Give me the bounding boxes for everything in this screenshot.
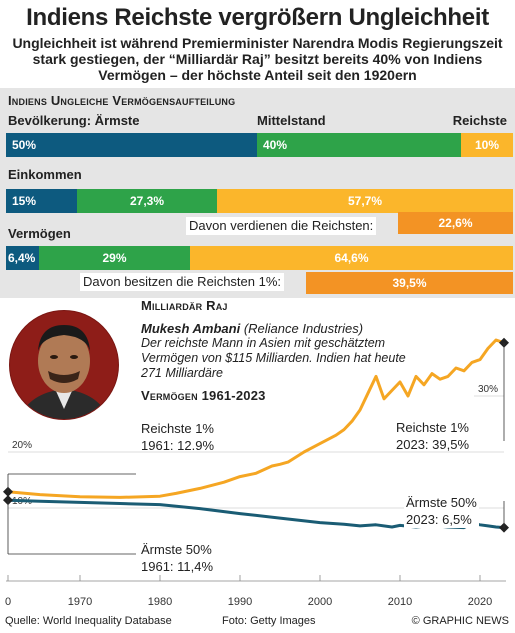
ambani-portrait (9, 310, 119, 420)
chart-svg: 30%20%10%0 1970 1980 1990 2000 2010 2020 (3, 337, 509, 608)
wealth-top-bar: 39,5% (306, 272, 513, 294)
wealth-label: Vermögen (8, 226, 71, 241)
x-tick-label: 1990 (228, 596, 252, 608)
y-tick-label: 20% (12, 440, 32, 451)
x-tick-label: 1970 (68, 596, 92, 608)
income-bar-middle: 27,3% (77, 189, 217, 213)
x-tick-label: 1980 (148, 596, 172, 608)
page-subtitle: Ungleichheit ist während Premierminister… (12, 35, 503, 83)
rich-end-label-name: Reichste 1% (396, 420, 469, 435)
billionaire-section-title: Milliardär Raj (141, 298, 228, 313)
income-bar-rich: 57,7% (217, 189, 513, 213)
income-label: Einkommen (8, 167, 82, 182)
billionaire-name: Mukesh Ambani (141, 321, 241, 336)
y-tick-label: 30% (478, 384, 498, 395)
poor-end-label-name: Ärmste 50% (406, 495, 477, 510)
income-top-note: Davon verdienen die Reichsten: (186, 217, 377, 235)
rich-start-label-value: 1961: 12.9% (141, 438, 215, 453)
page-title: Indiens Reichste vergrößern Ungleichheit (26, 4, 489, 31)
population-bar-rich: 10% (461, 133, 513, 157)
billionaire-description: Der reichste Mann in Asien mit geschätzt… (141, 336, 406, 380)
group-label-middle: Mittelstand (257, 113, 326, 128)
wealth-top-note: Davon besitzen die Reichsten 1%: (80, 273, 285, 291)
wealth-bar-poor: 6,4% (6, 246, 39, 270)
group-label-rich: Reichste (452, 113, 507, 128)
rich-start-label: Reichste 1% 1961: 12.9% (141, 420, 214, 454)
poor-start-label-value: 1961: 11,4% (141, 559, 214, 574)
x-tick-label: 2020 (468, 596, 492, 608)
poor-end-label-value: 2023: 6,5% (406, 512, 472, 527)
wealth-bar-rich: 64,6% (190, 246, 513, 270)
income-bar-poor: 15% (6, 189, 77, 213)
x-tick-label: 0 (5, 596, 11, 608)
rich-end-label: Reichste 1% 2023: 39,5% (396, 419, 469, 453)
source-text: Quelle: World Inequality Database (5, 615, 172, 627)
x-tick-label: 2000 (308, 596, 332, 608)
rich-end-marker (499, 337, 509, 348)
brand-credit: © GRAPHIC NEWS (411, 615, 509, 627)
billionaire-company: (Reliance Industries) (243, 321, 364, 336)
poor-start-label-name: Ärmste 50% (141, 542, 212, 557)
income-top-bar: 22,6% (398, 212, 513, 234)
chart-title: Vermögen 1961-2023 (141, 388, 266, 403)
population-bar-middle: 40% (257, 133, 461, 157)
wealth-bar-middle: 29% (39, 246, 190, 270)
x-tick-label: 2010 (388, 596, 412, 608)
billionaire-name-line: Mukesh Ambani (Reliance Industries) (141, 321, 363, 336)
poor-end-label: Ärmste 50% 2023: 6,5% (404, 494, 479, 528)
poor-start-label: Ärmste 50% 1961: 11,4% (141, 541, 213, 575)
series-line-rich (7, 338, 505, 499)
rich-start-marker (3, 486, 13, 497)
rich-start-label-name: Reichste 1% (141, 421, 214, 436)
photo-credit: Foto: Getty Images (222, 615, 316, 627)
population-bar-poor: 50% (6, 133, 257, 157)
group-label-poor: Bevölkerung: Ärmste (8, 113, 140, 128)
wealth-chart: 30% 20% 10% 0 1970 1980 1990 2000 2010 2020 (0, 296, 515, 611)
distribution-title: Indiens Ungleiche Vermögensaufteilung (8, 93, 236, 108)
rich-end-label-value: 2023: 39,5% (396, 437, 470, 452)
